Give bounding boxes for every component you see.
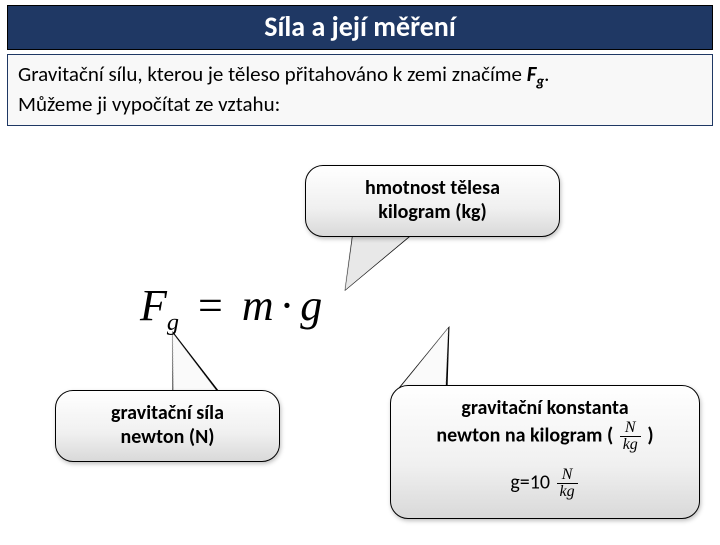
formula-g: g bbox=[300, 281, 322, 330]
unit-num: N bbox=[620, 420, 641, 437]
callout-tail bbox=[400, 328, 457, 388]
callout-force-line2: newton (N) bbox=[72, 425, 263, 449]
title-bar: Síla a její měření bbox=[7, 5, 713, 50]
callout-tail-border bbox=[326, 234, 414, 291]
unit-num: N bbox=[557, 467, 578, 484]
intro-line1-pre: Gravitační sílu, kterou je těleso přitah… bbox=[18, 61, 527, 87]
intro-line2: Můžeme ji vypočítat ze vztahu: bbox=[18, 91, 280, 117]
callout-tail-border bbox=[399, 326, 459, 388]
callout-force-line1: gravitační síla bbox=[72, 401, 263, 425]
intro-box: Gravitační sílu, kterou je těleso přitah… bbox=[7, 54, 713, 126]
callout-gravitational-constant: gravitační konstanta newton na kilogram … bbox=[390, 385, 700, 519]
callout-tail bbox=[163, 333, 219, 393]
callout-mass-line1: hmotnost tělesa bbox=[322, 176, 543, 200]
intro-symbol-sub: g bbox=[536, 72, 544, 90]
callout-const-line2: newton na kilogram ( Nkg ) bbox=[407, 420, 683, 453]
callout-const-line2-post: ) bbox=[643, 423, 654, 447]
callout-mass: hmotnost tělesa kilogram (kg) bbox=[305, 165, 560, 237]
formula-lhs-sub: g bbox=[167, 309, 179, 336]
formula-lhs: F bbox=[140, 281, 167, 330]
callout-tail-border bbox=[162, 331, 221, 393]
intro-line1-post: . bbox=[544, 61, 549, 87]
callout-mass-line2: kilogram (kg) bbox=[322, 200, 543, 224]
formula-m: m bbox=[242, 281, 274, 330]
unit-fraction: Nkg bbox=[557, 467, 578, 500]
callout-const-line2-pre: newton na kilogram ( bbox=[436, 423, 617, 447]
callout-force: gravitační síla newton (N) bbox=[55, 390, 280, 462]
unit-den: kg bbox=[557, 484, 578, 500]
formula: Fg = m·g bbox=[140, 280, 322, 337]
page-title: Síla a její měření bbox=[8, 9, 712, 44]
callout-tail bbox=[327, 235, 411, 290]
callout-const-gvalue: g=10 Nkg bbox=[407, 467, 683, 500]
unit-den: kg bbox=[620, 437, 641, 453]
formula-dot: · bbox=[274, 281, 301, 330]
callout-const-line1: gravitační konstanta bbox=[407, 396, 683, 420]
intro-symbol: F bbox=[527, 61, 537, 87]
gval-pre: g=10 bbox=[510, 470, 554, 494]
unit-fraction: Nkg bbox=[620, 420, 641, 453]
formula-eq: = bbox=[190, 281, 231, 330]
